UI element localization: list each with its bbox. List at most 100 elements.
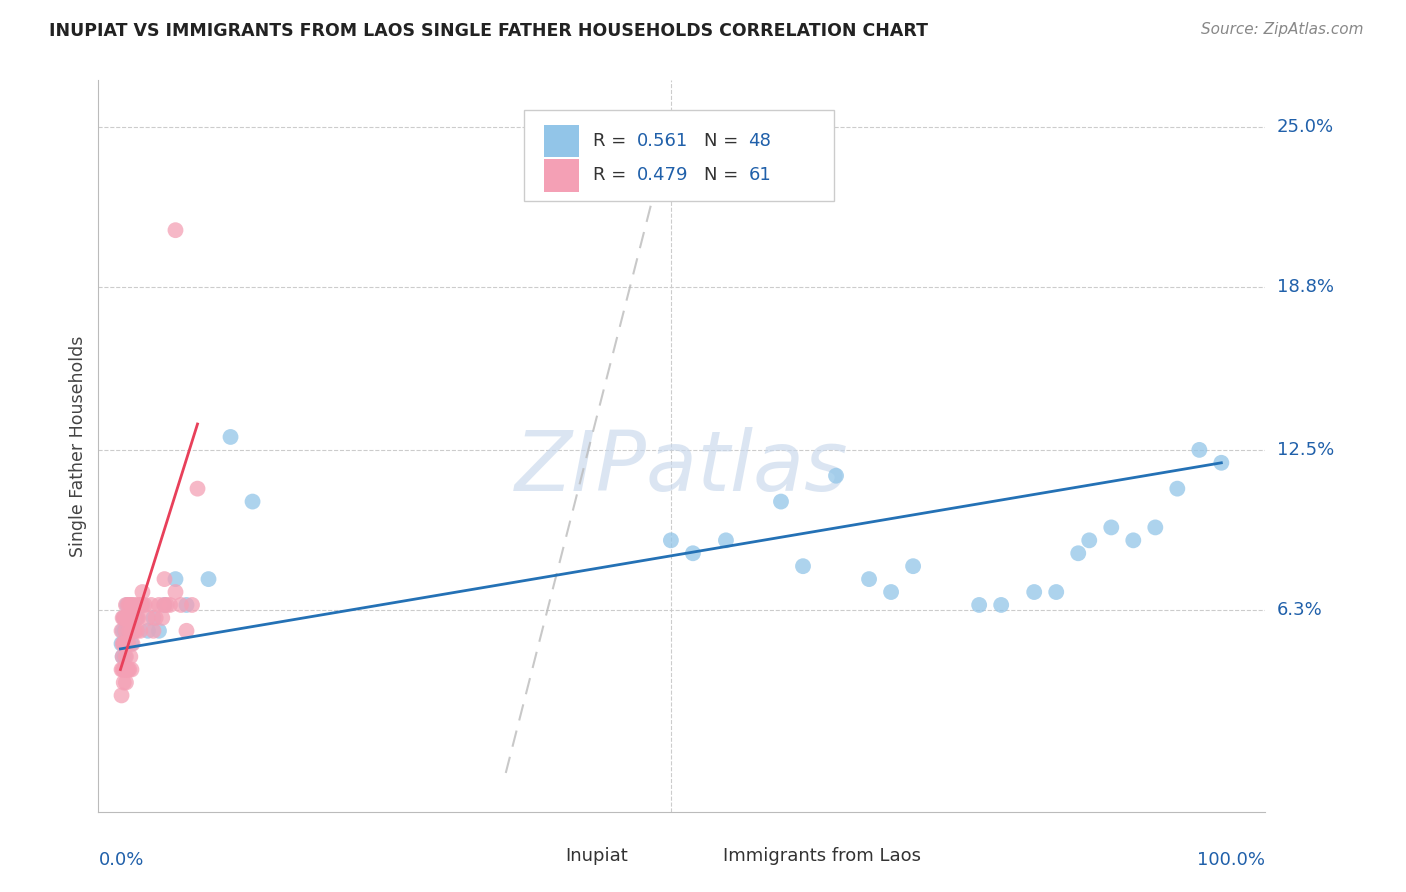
Point xyxy=(118,663,141,677)
Y-axis label: Single Father Households: Single Father Households xyxy=(69,335,87,557)
Point xyxy=(153,598,176,612)
Point xyxy=(128,598,150,612)
Point xyxy=(136,624,159,638)
Point xyxy=(115,624,138,638)
Text: 12.5%: 12.5% xyxy=(1277,441,1334,458)
Point xyxy=(117,663,139,677)
Point xyxy=(114,637,136,651)
Point xyxy=(115,637,138,651)
Point xyxy=(176,598,198,612)
Point xyxy=(117,598,139,612)
Point xyxy=(145,611,167,625)
Point xyxy=(118,598,141,612)
Text: 18.8%: 18.8% xyxy=(1277,278,1333,296)
Point xyxy=(880,585,903,599)
Point xyxy=(114,624,136,638)
Point xyxy=(156,598,179,612)
Point xyxy=(714,533,737,548)
Point xyxy=(1211,456,1233,470)
Point xyxy=(1144,520,1167,534)
Point xyxy=(176,624,198,638)
Point xyxy=(682,546,704,560)
Text: 0.0%: 0.0% xyxy=(98,851,143,869)
Point xyxy=(153,598,176,612)
Point xyxy=(114,611,136,625)
Point xyxy=(125,598,148,612)
Point xyxy=(129,624,152,638)
Point xyxy=(115,624,138,638)
Point xyxy=(112,663,135,677)
Point xyxy=(120,649,142,664)
FancyBboxPatch shape xyxy=(524,110,834,201)
Point xyxy=(1188,442,1211,457)
Text: 6.3%: 6.3% xyxy=(1277,601,1322,619)
Point xyxy=(148,624,170,638)
Point xyxy=(118,624,141,638)
Point xyxy=(792,559,814,574)
Point xyxy=(124,624,146,638)
Point xyxy=(141,598,163,612)
Point xyxy=(120,598,142,612)
Point xyxy=(148,598,170,612)
Point xyxy=(115,598,138,612)
Point xyxy=(115,675,138,690)
Text: 0.561: 0.561 xyxy=(637,132,688,150)
FancyBboxPatch shape xyxy=(544,125,579,158)
Point xyxy=(142,611,165,625)
Point xyxy=(825,468,848,483)
Text: 25.0%: 25.0% xyxy=(1277,118,1334,136)
Text: Inupiat: Inupiat xyxy=(565,847,628,865)
Point xyxy=(858,572,880,586)
Point xyxy=(142,624,165,638)
Text: ZIPatlas: ZIPatlas xyxy=(515,427,849,508)
Point xyxy=(115,611,138,625)
Point xyxy=(131,585,153,599)
Point xyxy=(110,663,132,677)
Text: Immigrants from Laos: Immigrants from Laos xyxy=(723,847,921,865)
Point xyxy=(120,663,142,677)
Point xyxy=(111,637,134,651)
Text: Source: ZipAtlas.com: Source: ZipAtlas.com xyxy=(1201,22,1364,37)
Point xyxy=(114,663,136,677)
Point xyxy=(112,637,135,651)
Point xyxy=(112,675,135,690)
Point xyxy=(659,533,682,548)
Point xyxy=(153,572,176,586)
Point xyxy=(1078,533,1101,548)
Point xyxy=(1122,533,1144,548)
Point xyxy=(1024,585,1046,599)
Point xyxy=(1067,546,1090,560)
Text: INUPIAT VS IMMIGRANTS FROM LAOS SINGLE FATHER HOUSEHOLDS CORRELATION CHART: INUPIAT VS IMMIGRANTS FROM LAOS SINGLE F… xyxy=(49,22,928,40)
Point xyxy=(242,494,264,508)
Point xyxy=(115,598,138,612)
Point xyxy=(120,598,142,612)
Point xyxy=(181,598,204,612)
Point xyxy=(1099,520,1122,534)
Point xyxy=(165,572,187,586)
Point xyxy=(112,637,135,651)
Point xyxy=(159,598,181,612)
Point xyxy=(112,611,135,625)
Point xyxy=(1166,482,1188,496)
Point xyxy=(125,611,148,625)
Point xyxy=(111,663,134,677)
Text: N =: N = xyxy=(704,167,744,185)
Point xyxy=(110,689,132,703)
FancyBboxPatch shape xyxy=(544,159,579,192)
Point xyxy=(165,585,187,599)
Point xyxy=(117,637,139,651)
Point xyxy=(111,624,134,638)
Point xyxy=(967,598,990,612)
Point xyxy=(125,611,148,625)
Point xyxy=(136,611,159,625)
Point xyxy=(131,598,153,612)
Point xyxy=(150,611,173,625)
Point xyxy=(111,611,134,625)
Text: 0.479: 0.479 xyxy=(637,167,688,185)
Text: 100.0%: 100.0% xyxy=(1198,851,1265,869)
Point xyxy=(120,611,142,625)
FancyBboxPatch shape xyxy=(519,842,557,871)
Point xyxy=(120,611,142,625)
Point xyxy=(170,598,193,612)
Point xyxy=(186,482,208,496)
